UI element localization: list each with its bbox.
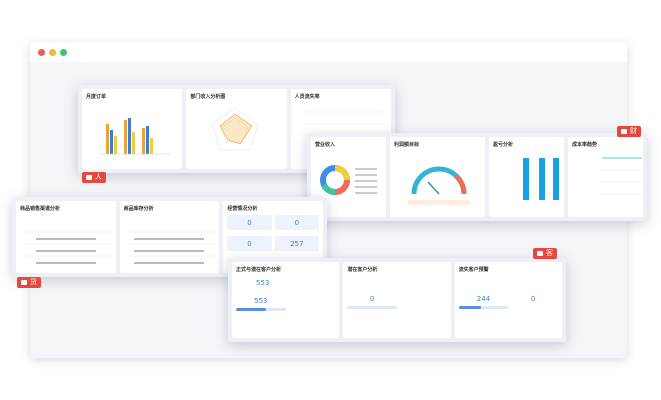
panel-title: 正式与潜在客户分析 — [236, 267, 282, 273]
stat-value: 0 — [530, 295, 536, 303]
title-bar — [30, 42, 627, 62]
progress — [458, 306, 509, 309]
panel-title: 营业收入 — [315, 142, 336, 148]
minimize-dot[interactable] — [49, 49, 56, 56]
stat-value: 257 — [274, 236, 320, 251]
panel: 流失客户预警 244 0 — [454, 262, 562, 338]
stat-value: 0 — [274, 215, 320, 230]
stat-value: 553 — [254, 297, 268, 305]
panel-title: 人员流失率 — [294, 94, 320, 100]
panel: 盈亏分析 — [489, 137, 565, 217]
panel: 商品库存分析 — [119, 201, 220, 273]
panel: 商品销售渠道分析 — [16, 201, 116, 273]
panel-title: 利润额目标 — [393, 142, 419, 148]
bar-chart — [523, 158, 560, 200]
line-chart — [602, 157, 643, 195]
panel-title: 经营情况分析 — [227, 206, 258, 212]
stat-row: 244 0 — [459, 295, 558, 303]
table — [127, 231, 216, 264]
stat-grid: 0 0 0 257 — [227, 212, 320, 251]
stat-value: 0 — [227, 215, 272, 230]
gauge-chart — [407, 166, 470, 205]
stat-value: 553 — [256, 279, 270, 287]
panel-title: 潜在客户分析 — [347, 267, 378, 273]
panel: 月度订单 — [82, 89, 183, 169]
card-finance: 营业收入 利润额目标 盈亏分析 成本率趋势 — [307, 133, 647, 221]
panel-title: 盈亏分析 — [493, 142, 514, 148]
radar-chart — [212, 107, 259, 151]
stat-value: 0 — [227, 236, 272, 251]
progress — [236, 308, 286, 311]
panel-title: 流失客户预警 — [458, 267, 489, 273]
panel: 成本率趋势 — [568, 137, 644, 217]
panel-title: 成本率趋势 — [572, 142, 598, 148]
close-dot[interactable] — [38, 49, 45, 56]
tag-finance: 财 — [617, 126, 641, 137]
panel-title: 商品销售渠道分析 — [20, 206, 61, 212]
panel: 正式与潜在客户分析 553 553 — [232, 262, 340, 338]
tag-customers: 客 — [533, 248, 557, 259]
table — [24, 231, 112, 264]
stat-value: 0 — [369, 295, 375, 303]
panel: 利润额目标 — [389, 137, 486, 217]
panel-title: 月度订单 — [86, 94, 107, 100]
donut-chart — [320, 165, 377, 196]
progress — [347, 306, 397, 309]
panel: 潜在客户分析 0 — [343, 262, 451, 338]
tag-people: 人 — [82, 172, 106, 183]
maximize-dot[interactable] — [60, 49, 67, 56]
bar-chart — [100, 118, 170, 155]
panel-title: 商品库存分析 — [123, 206, 154, 212]
card-customers: 正式与潜在客户分析 553 553 潜在客户分析 0 流失客户预警 244 0 — [228, 258, 566, 342]
tag-goods: 货 — [17, 277, 41, 288]
panel: 部门收入分析图 — [186, 89, 287, 169]
panel-title: 部门收入分析图 — [190, 94, 226, 100]
stat-value: 244 — [476, 295, 491, 303]
